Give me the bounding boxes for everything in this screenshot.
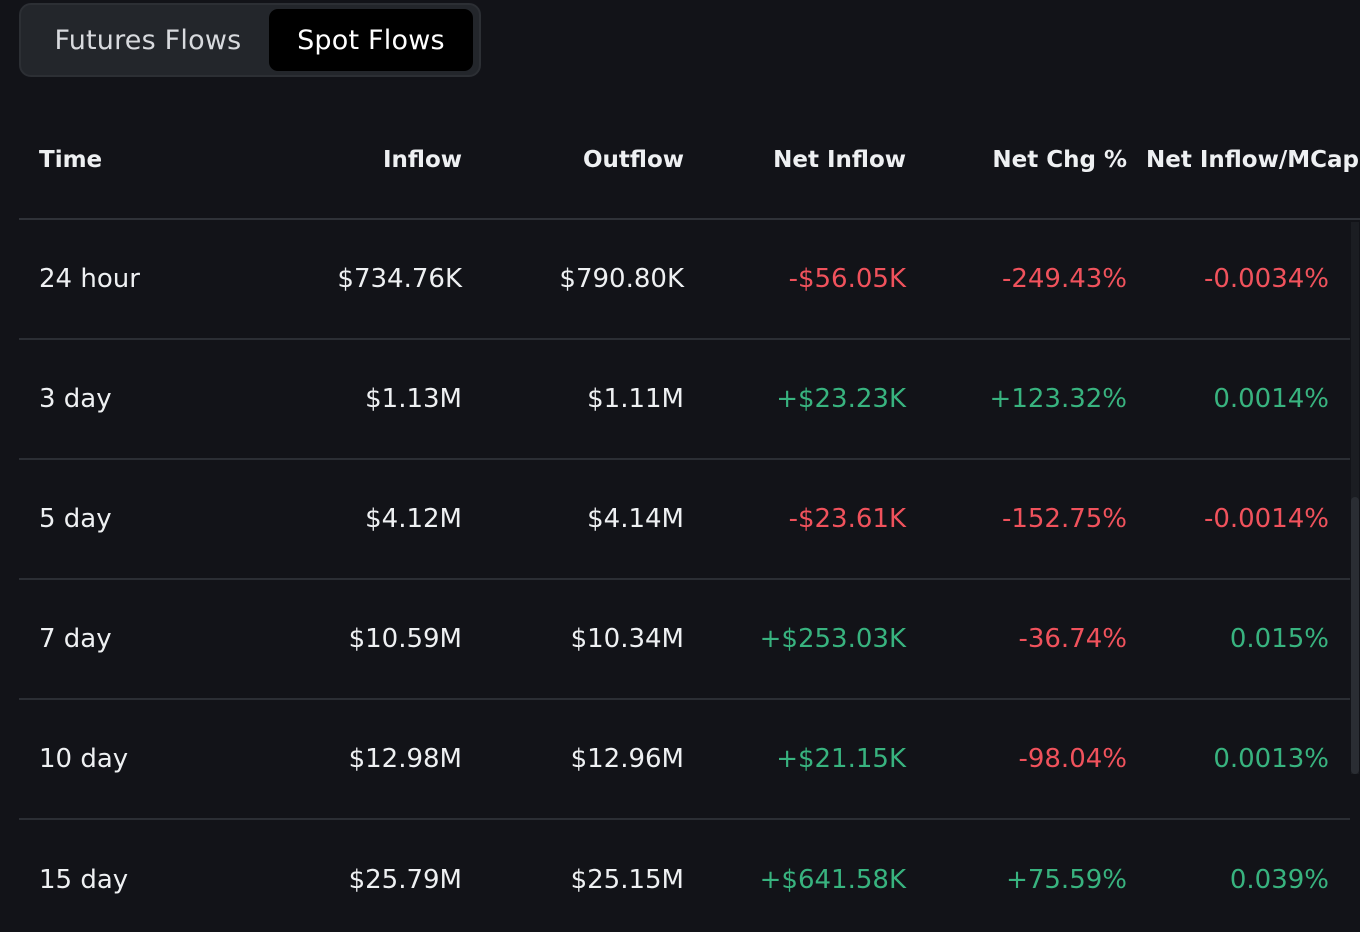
table-header: Time Inflow Outflow Net Inflow Net Chg %… <box>19 102 1360 220</box>
cell-inflow: $734.76K <box>337 264 462 294</box>
cell-net-inflow: +$23.23K <box>776 384 906 414</box>
cell-outflow: $1.11M <box>587 384 684 414</box>
header-time: Time <box>39 147 103 173</box>
scrollbar-thumb[interactable] <box>1351 497 1359 774</box>
cell-net-inflow: +$253.03K <box>759 624 906 654</box>
table-row: 3 day $1.13M $1.11M +$23.23K +123.32% 0.0014% <box>19 340 1350 460</box>
cell-net-inflow-mcap: 0.039% <box>1229 865 1329 895</box>
cell-time: 15 day <box>39 865 129 895</box>
table-row: 7 day $10.59M $10.34M +$253.03K -36.74% 0.015… <box>19 580 1350 700</box>
cell-inflow: $10.59M <box>348 624 462 654</box>
table-row: 24 hour $734.76K $790.80K -$56.05K -249.43% -… <box>19 220 1350 340</box>
cell-outflow: $4.14M <box>587 504 684 534</box>
table-row: 10 day $12.98M $12.96M +$21.15K -98.04% 0.001… <box>19 700 1350 820</box>
tab-spot-flows[interactable]: Spot Flows <box>268 9 473 71</box>
cell-net-inflow-mcap: -0.0014% <box>1203 504 1329 534</box>
flow-type-tabs: Futures Flows Spot Flows <box>19 3 481 77</box>
cell-net-inflow: -$23.61K <box>788 504 906 534</box>
cell-net-chg: -152.75% <box>1001 504 1127 534</box>
cell-outflow: $790.80K <box>559 264 684 294</box>
cell-net-chg: -249.43% <box>1001 264 1127 294</box>
header-outflow: Outflow <box>582 147 684 173</box>
header-inflow: Inflow <box>382 147 462 173</box>
cell-time: 10 day <box>39 744 129 774</box>
header-net-inflow: Net Inflow <box>773 147 906 173</box>
flows-table: Time Inflow Outflow Net Inflow Net Chg %… <box>19 102 1360 932</box>
cell-net-chg: +75.59% <box>1006 865 1127 895</box>
cell-net-inflow-mcap: 0.015% <box>1229 624 1329 654</box>
cell-inflow: $12.98M <box>348 744 462 774</box>
cell-net-inflow: +$21.15K <box>776 744 906 774</box>
cell-outflow: $12.96M <box>570 744 684 774</box>
cell-net-inflow: -$56.05K <box>788 264 906 294</box>
cell-net-chg: -98.04% <box>1018 744 1127 774</box>
header-net-chg: Net Chg % <box>992 147 1127 173</box>
cell-net-inflow: +$641.58K <box>759 865 906 895</box>
table-body: 24 hour $734.76K $790.80K -$56.05K -249.43% -… <box>19 220 1360 932</box>
table-row: 15 day $25.79M $25.15M +$641.58K +75.59% 0.03… <box>19 820 1350 932</box>
table-row: 5 day $4.12M $4.14M -$23.61K -152.75% -0.0014… <box>19 460 1350 580</box>
cell-inflow: $1.13M <box>365 384 462 414</box>
table-scrollbar[interactable] <box>1351 222 1359 774</box>
cell-time: 24 hour <box>39 264 140 294</box>
cell-time: 5 day <box>39 504 112 534</box>
cell-time: 3 day <box>39 384 112 414</box>
cell-outflow: $10.34M <box>570 624 684 654</box>
cell-inflow: $25.79M <box>348 865 462 895</box>
tab-futures-flows[interactable]: Futures Flows <box>54 24 242 56</box>
cell-net-inflow-mcap: -0.0034% <box>1203 264 1329 294</box>
cell-outflow: $25.15M <box>570 865 684 895</box>
cell-inflow: $4.12M <box>365 504 462 534</box>
header-net-inflow-mcap: Net Inflow/MCap <box>1145 147 1359 173</box>
cell-time: 7 day <box>39 624 112 654</box>
cell-net-inflow-mcap: 0.0013% <box>1213 744 1329 774</box>
cell-net-chg: -36.74% <box>1018 624 1127 654</box>
cell-net-chg: +123.32% <box>989 384 1127 414</box>
cell-net-inflow-mcap: 0.0014% <box>1213 384 1329 414</box>
